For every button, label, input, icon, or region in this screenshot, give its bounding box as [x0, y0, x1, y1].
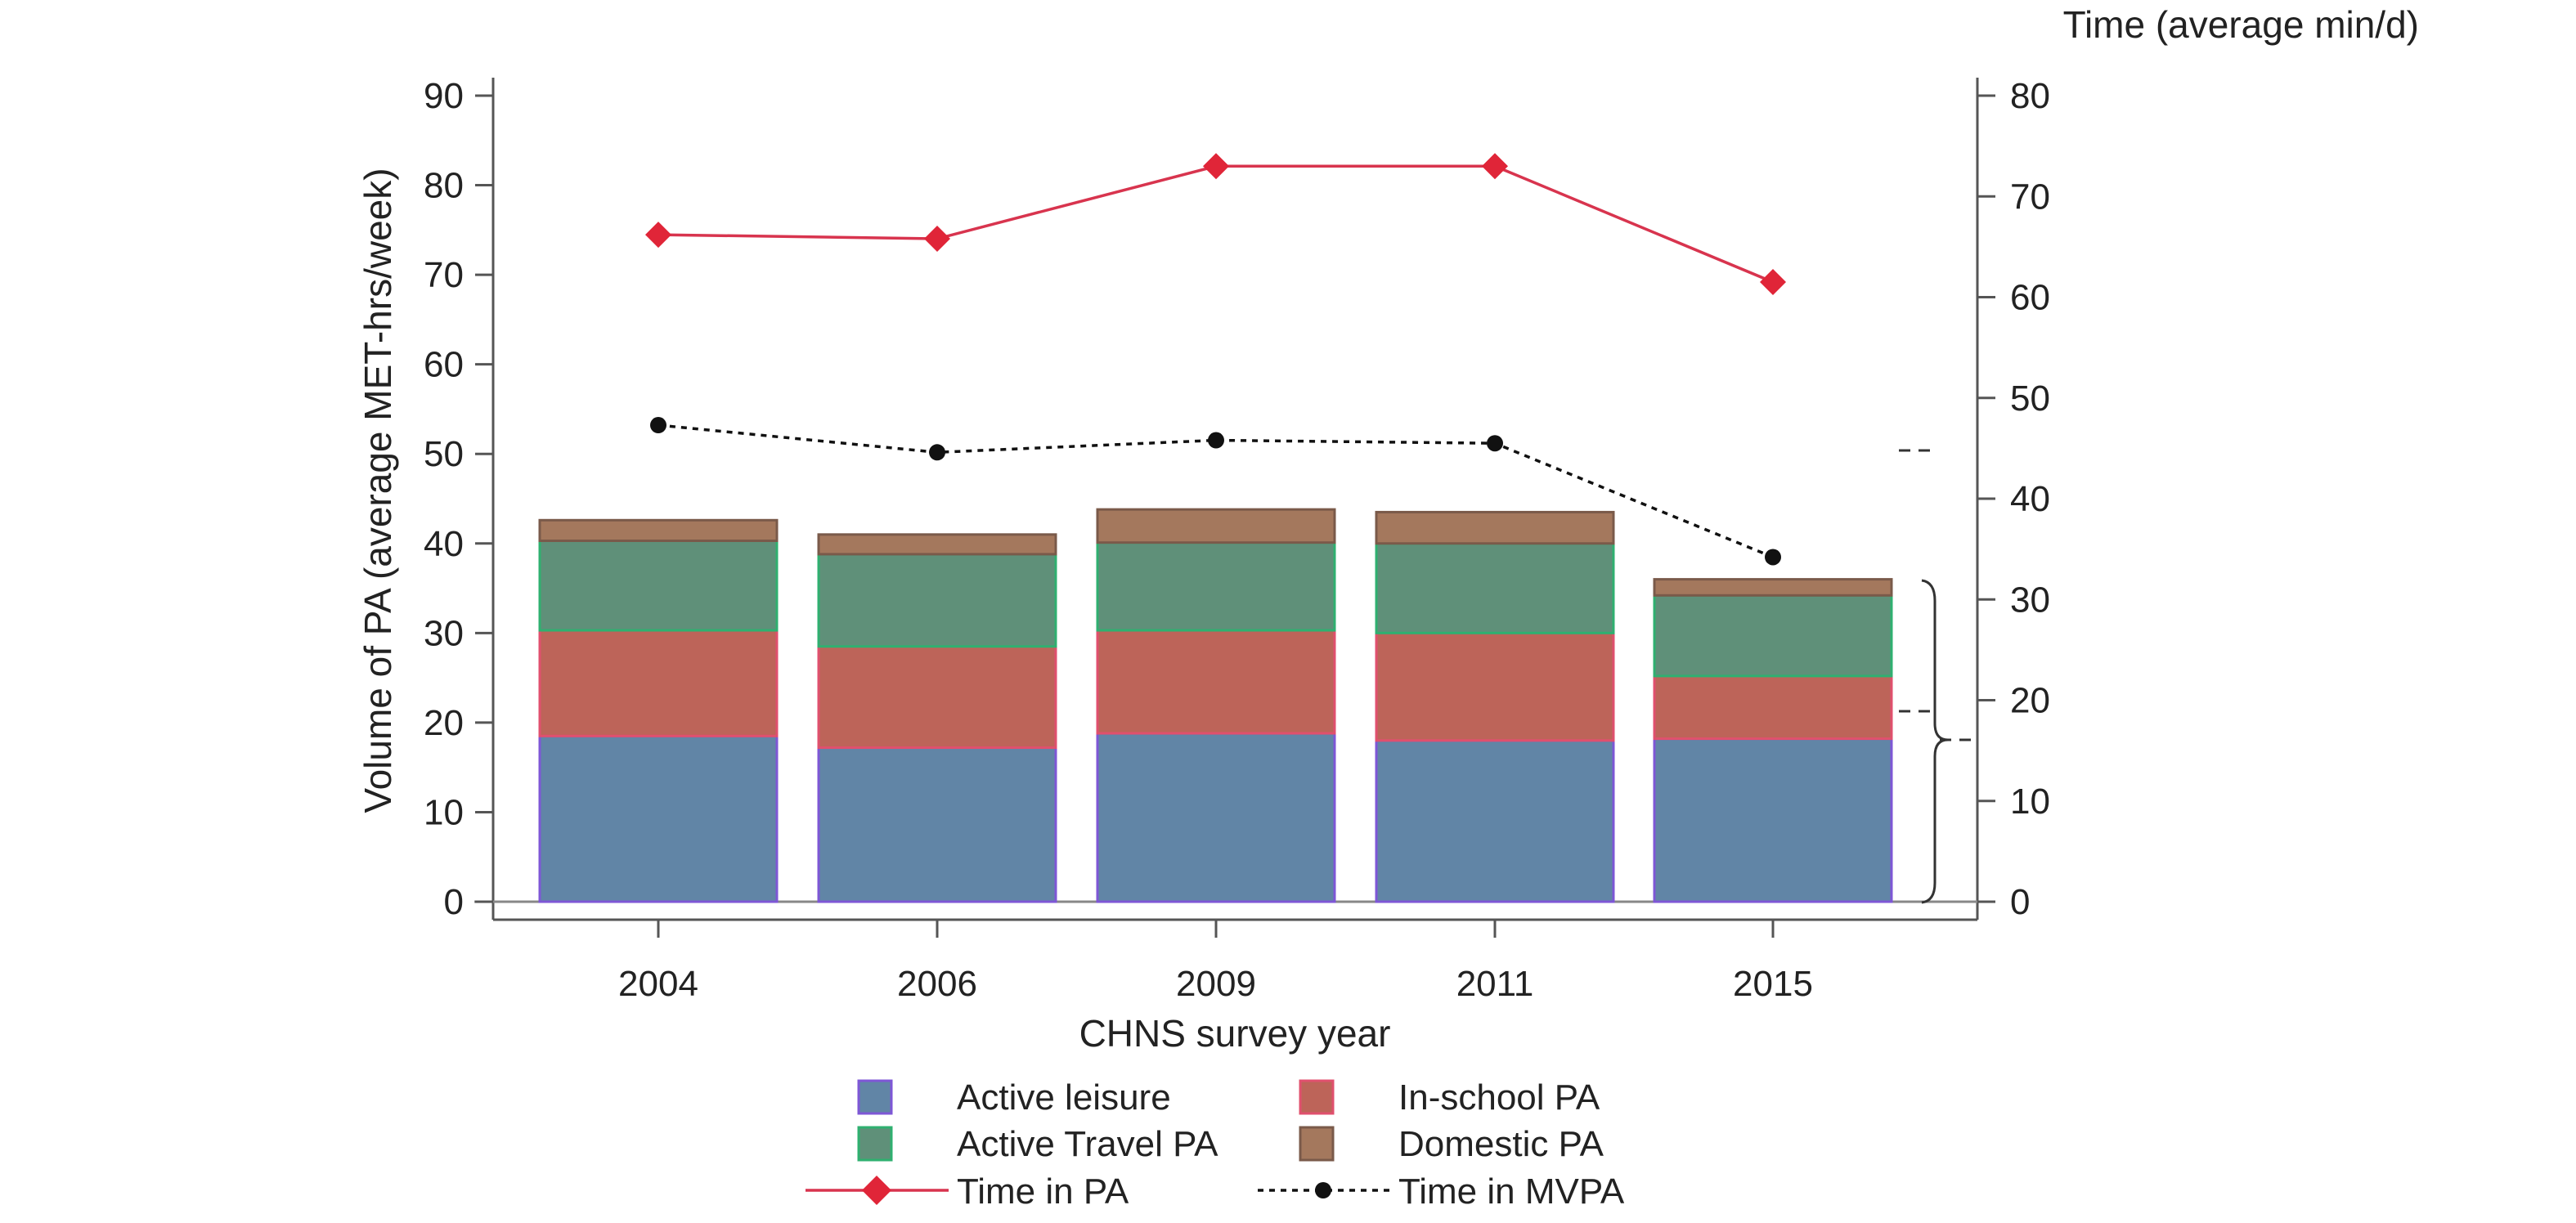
legend-label: Active leisure: [957, 1077, 1171, 1118]
bar-segment: [1653, 578, 1893, 597]
legend: Active leisure In-school PA Active Travel …: [806, 1077, 1625, 1212]
legend-marker: [1315, 1182, 1331, 1198]
x-tick-label: 2011: [1456, 964, 1534, 1004]
x-tick-label: 2006: [897, 964, 977, 1004]
y2-tick-label: 70: [2010, 177, 2050, 217]
bar-segment: [1375, 739, 1615, 903]
data-point: [1203, 153, 1229, 180]
x-tick-label: 2004: [618, 964, 698, 1004]
y2-axis-title: Time (average min/d): [2063, 3, 2419, 46]
legend-swatch: [857, 1126, 893, 1162]
y-tick-label: 40: [424, 524, 464, 564]
bar-segment: [817, 746, 1057, 903]
axis-titles: CHNS survey year Volume of PA (average M…: [357, 3, 2419, 1055]
x-axis-title: CHNS survey year: [1079, 1012, 1391, 1055]
legend-swatch: [1299, 1126, 1335, 1162]
y-axis-title: Volume of PA (average MET-hrs/week): [357, 168, 399, 813]
bar-segment: [1375, 631, 1615, 742]
legend-label: Time in PA: [957, 1171, 1129, 1212]
ticks: 0 10 20 30 40 50 60 70 80 90 0 10 20 30 40 50 60 70 80 2004…: [424, 76, 2050, 1004]
data-point: [924, 226, 950, 253]
data-point: [1765, 549, 1781, 566]
y2-tick-label: 20: [2010, 681, 2050, 721]
y-tick-label: 60: [424, 345, 464, 385]
bar-segment: [1375, 510, 1615, 545]
y2-tick-label: 50: [2010, 379, 2050, 419]
bar-segment: [1096, 732, 1336, 903]
y-tick-label: 80: [424, 166, 464, 206]
data-point: [645, 222, 671, 249]
y-tick-label: 10: [424, 792, 464, 832]
y2-tick-label: 60: [2010, 278, 2050, 318]
bracket-mark: [1921, 579, 1949, 904]
series-line: [657, 423, 1774, 559]
legend-swatch: [857, 1079, 893, 1115]
legend-marker: [862, 1176, 891, 1205]
legend-label: In-school PA: [1398, 1077, 1600, 1118]
legend-label: Time in MVPA: [1398, 1171, 1625, 1212]
bar-segment: [817, 533, 1057, 556]
legend-label: Domestic PA: [1398, 1124, 1604, 1164]
right-side-markers: [1899, 449, 1971, 904]
data-point: [929, 444, 945, 461]
bar-segment: [817, 553, 1057, 648]
lines: [645, 153, 1786, 566]
bar-segment: [1653, 594, 1893, 678]
data-point: [650, 417, 666, 434]
data-point: [1760, 269, 1786, 296]
data-point: [1482, 153, 1508, 180]
y-tick-label: 90: [424, 76, 464, 116]
data-point: [1487, 435, 1503, 452]
y2-tick-label: 40: [2010, 479, 2050, 519]
data-point: [1208, 432, 1224, 449]
bar-segment: [538, 734, 779, 903]
bar-segment: [1653, 674, 1893, 741]
y-tick-label: 50: [424, 434, 464, 474]
bar-segment: [538, 518, 779, 542]
y2-tick-label: 0: [2010, 882, 2030, 922]
bar-segment: [817, 645, 1057, 750]
bar-segment: [1096, 508, 1336, 544]
bar-segment: [1653, 737, 1893, 903]
y-tick-label: 0: [444, 882, 464, 922]
y2-tick-label: 30: [2010, 580, 2050, 620]
bar-segment: [538, 629, 779, 737]
legend-swatch: [1299, 1079, 1335, 1115]
legend-label: Active Travel PA: [957, 1124, 1218, 1164]
y-tick-label: 70: [424, 255, 464, 295]
bars: [538, 508, 1893, 903]
y-tick-label: 30: [424, 613, 464, 653]
x-tick-label: 2015: [1733, 964, 1813, 1004]
bar-segment: [538, 539, 779, 632]
series-line: [657, 164, 1774, 284]
y2-tick-label: 10: [2010, 782, 2050, 822]
y-tick-label: 20: [424, 703, 464, 743]
bar-segment: [1375, 542, 1615, 634]
y2-tick-label: 80: [2010, 76, 2050, 116]
bar-segment: [1096, 541, 1336, 632]
x-tick-label: 2009: [1176, 964, 1256, 1004]
bar-segment: [1096, 629, 1336, 735]
